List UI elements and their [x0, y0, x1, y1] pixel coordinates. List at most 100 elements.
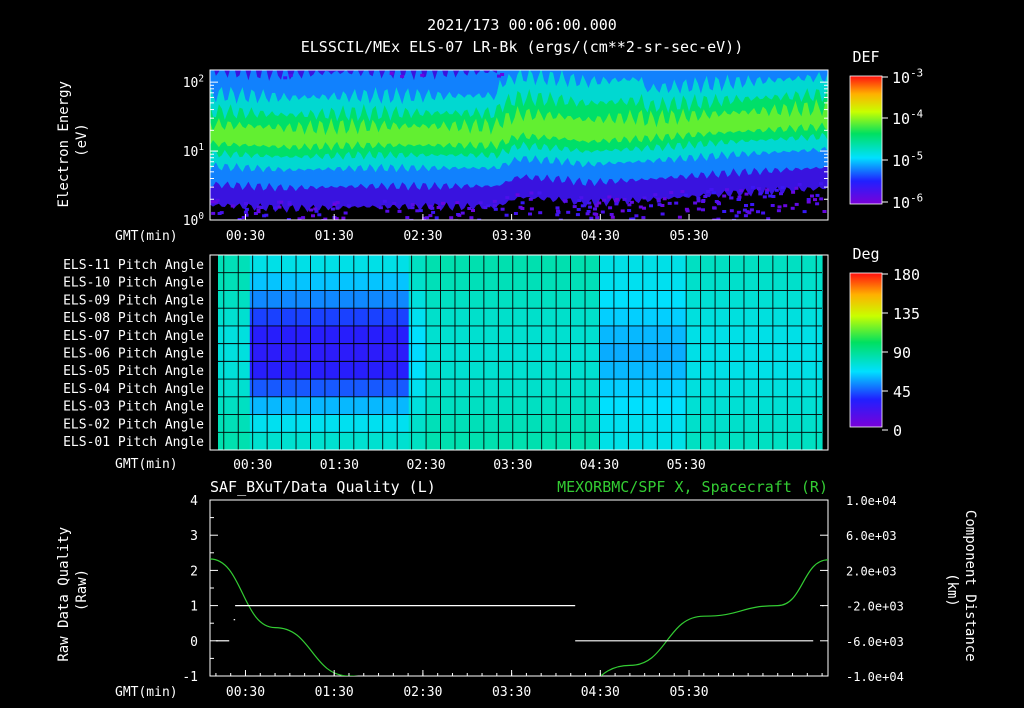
spectrogram-noise-pixel	[777, 205, 782, 209]
pitch-angle-cell	[686, 290, 823, 309]
spectrogram-noise-pixel	[669, 191, 674, 194]
pitch-angle-cell	[686, 255, 823, 274]
def-colorbar-label-exponent: -3	[910, 66, 923, 79]
quality-ylabel-left: Raw Data Quality (Raw)	[56, 518, 90, 661]
pitch-angle-panel: ELS-11 Pitch Angle ELS-10 Pitch Angle ELS-…	[63, 245, 920, 473]
spectrogram-noise-pixel	[656, 199, 661, 203]
spectrogram-noise-pixel	[734, 214, 739, 218]
pitch-xtick-label: 04:30	[580, 458, 619, 473]
pitch-angle-cell	[408, 325, 427, 345]
spectrogram-noise-pixel	[822, 210, 827, 213]
pitch-angle-cell	[249, 343, 410, 362]
deg-colorbar-label: 135	[893, 305, 920, 323]
spectrogram-noise-pixel	[211, 211, 216, 215]
spectrogram-noise-pixel	[317, 213, 322, 217]
spectrogram-noise-pixel	[696, 199, 701, 203]
spectrogram-noise-pixel	[764, 191, 769, 195]
spectrogram-noise-pixel	[602, 198, 607, 202]
spectrogram-xtick-label: 03:30	[492, 229, 531, 244]
pitch-angle-cell	[686, 396, 823, 416]
spectrogram-noise-pixel	[311, 214, 315, 218]
spectrogram-noise-pixel	[334, 217, 339, 220]
pitch-angle-cell	[686, 379, 823, 398]
spectrogram-noise-pixel	[657, 203, 662, 207]
spectrogram-noise-pixel	[378, 206, 383, 210]
spectrogram-noise-pixel	[256, 208, 261, 212]
spectrogram-noise-pixel	[492, 204, 497, 208]
spectrogram-noise-pixel	[813, 198, 817, 202]
quality-ytick-left-label: 4	[190, 494, 198, 509]
spectrogram-noise-pixel	[382, 199, 387, 203]
spectrogram-noise-pixel	[493, 207, 498, 211]
pitch-angle-cell	[408, 255, 427, 274]
spectrogram-noise-pixel	[683, 193, 688, 197]
pitch-xlabel: GMT(min)	[115, 457, 178, 472]
pitch-angle-cell	[218, 272, 251, 291]
pitch-row-label: ELS-08 Pitch Angle	[63, 311, 204, 326]
pitch-row-label: ELS-06 Pitch Angle	[63, 347, 204, 362]
spectrogram-noise-pixel	[537, 191, 542, 195]
spectrogram-noise-pixel	[555, 213, 560, 217]
spectrogram-noise-pixel	[600, 210, 605, 214]
spectrogram-noise-pixel	[262, 214, 267, 218]
spectrogram-noise-pixel	[244, 207, 249, 211]
spectrogram-noise-pixel	[555, 206, 560, 210]
spectrogram-noise-pixel	[642, 206, 646, 210]
pitch-angle-cell	[686, 272, 823, 291]
spectrogram-noise-pixel	[653, 193, 658, 197]
spectrogram-noise-pixel	[631, 217, 636, 220]
spectrogram-noise-pixel	[210, 200, 215, 204]
spectrogram-noise-pixel	[610, 215, 615, 219]
pitch-angle-cell	[686, 361, 823, 380]
quality-xtick-label: 05:30	[669, 685, 708, 700]
spectrogram-noise-pixel	[405, 216, 410, 220]
spectrogram-noise-pixel	[771, 195, 776, 198]
spectrogram-noise-pixel	[457, 213, 462, 217]
product-title: ELSSCIL/MEx ELS-07 LR-Bk (ergs/(cm**2-sr…	[301, 38, 744, 56]
spectrogram-noise-pixel	[283, 76, 288, 80]
pitch-row-label: ELS-04 Pitch Angle	[63, 382, 204, 397]
spectrogram-noise-pixel	[436, 206, 441, 209]
deg-colorbar-title: Deg	[852, 245, 879, 263]
spectrogram-noise-pixel	[313, 207, 318, 211]
spectrogram-noise-pixel	[288, 73, 293, 77]
pitch-angle-cell	[249, 361, 410, 380]
spectrogram-noise-pixel	[460, 211, 465, 215]
spectrogram-noise-pixel	[685, 209, 690, 213]
spectrogram-noise-pixel	[471, 209, 475, 212]
spectrogram-noise-pixel	[750, 185, 755, 189]
spacecraft-x-line	[210, 558, 828, 676]
spectrogram-noise-pixel	[422, 216, 427, 220]
spectrogram-noise-pixel	[717, 202, 721, 206]
quality-ytick-left-label: 0	[190, 635, 198, 650]
spectrogram-noise-pixel	[684, 207, 689, 211]
pitch-angle-cell	[218, 290, 251, 309]
spectrogram-noise-pixel	[577, 199, 582, 202]
def-colorbar-title: DEF	[852, 48, 879, 66]
pitch-angle-cell	[408, 432, 427, 450]
spectrogram-noise-pixel	[736, 210, 741, 214]
spectrogram-noise-pixel	[563, 199, 568, 203]
spectrogram-noise-pixel	[780, 186, 785, 190]
spectrogram-noise-pixel	[722, 210, 727, 213]
spectrogram-noise-pixel	[483, 206, 488, 210]
pitch-row-label: ELS-11 Pitch Angle	[63, 258, 204, 273]
spectrogram-xtick-label: 05:30	[669, 229, 708, 244]
spectrogram-noise-pixel	[696, 196, 701, 200]
spectrogram-noise-pixel	[415, 209, 420, 213]
spectrogram-noise-pixel	[819, 182, 823, 186]
pitch-xtick-label: 05:30	[667, 458, 706, 473]
spectrogram-noise-pixel	[566, 210, 571, 214]
spectrogram-noise-pixel	[528, 197, 533, 201]
spectrogram-noise-pixel	[556, 209, 560, 213]
spectrogram-noise-pixel	[642, 196, 647, 200]
spectrogram-noise-pixel	[761, 211, 766, 215]
pitch-angle-cell	[249, 396, 410, 416]
spectrogram-noise-pixel	[756, 187, 761, 191]
spectrogram-noise-pixel	[410, 203, 415, 206]
spectrogram-noise-pixel	[264, 213, 269, 217]
spectrogram-noise-pixel	[607, 195, 612, 199]
spectrogram-noise-pixel	[244, 202, 248, 205]
pitch-angle-cell	[686, 414, 823, 433]
